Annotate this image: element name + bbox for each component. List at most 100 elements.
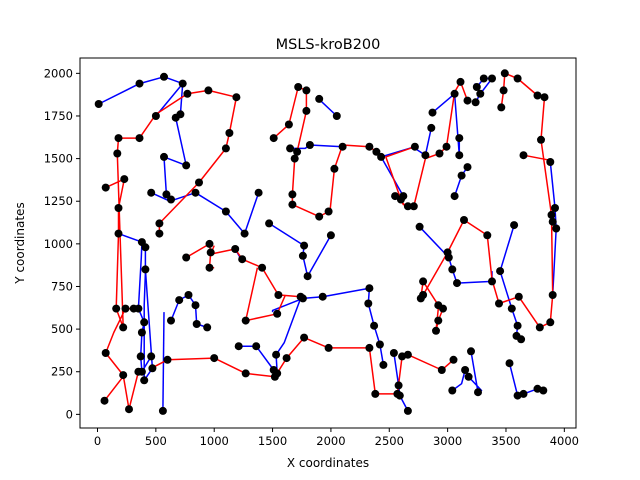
series-1-path-5 bbox=[286, 336, 454, 395]
city-point bbox=[192, 320, 201, 328]
city-point bbox=[269, 134, 278, 143]
x-tick-label: 3500 bbox=[491, 434, 520, 448]
city-point bbox=[113, 149, 122, 158]
city-point bbox=[155, 229, 164, 238]
y-tick-label: 1500 bbox=[44, 152, 73, 166]
city-point bbox=[410, 142, 419, 151]
x-tick-label: 1000 bbox=[200, 434, 229, 448]
city-point bbox=[415, 222, 424, 231]
city-point bbox=[377, 152, 386, 161]
city-point bbox=[497, 103, 506, 112]
city-point bbox=[231, 245, 240, 253]
city-point bbox=[476, 89, 485, 98]
city-point bbox=[305, 141, 314, 149]
city-point bbox=[395, 391, 404, 400]
city-point bbox=[463, 163, 472, 172]
city-point bbox=[428, 108, 437, 117]
city-point bbox=[432, 326, 440, 335]
city-point bbox=[273, 309, 282, 318]
city-point bbox=[240, 229, 249, 238]
y-tick-label: 250 bbox=[51, 365, 73, 379]
city-point bbox=[535, 323, 544, 332]
city-point bbox=[94, 100, 103, 108]
city-point bbox=[472, 83, 481, 91]
series-1-path-4 bbox=[244, 267, 287, 322]
city-point bbox=[182, 253, 191, 262]
x-tick-label: 1500 bbox=[258, 434, 287, 448]
city-point bbox=[148, 364, 157, 373]
city-point bbox=[302, 106, 311, 115]
city-point bbox=[517, 335, 526, 344]
city-point bbox=[533, 91, 542, 100]
city-point bbox=[205, 239, 214, 248]
y-tick-label: 1250 bbox=[44, 194, 73, 208]
city-point bbox=[332, 112, 341, 120]
city-point bbox=[167, 316, 175, 325]
city-point bbox=[225, 129, 234, 137]
city-point bbox=[282, 354, 291, 363]
city-point bbox=[234, 342, 243, 351]
city-point bbox=[421, 151, 430, 160]
city-point bbox=[379, 360, 388, 369]
city-point bbox=[114, 229, 123, 238]
city-point bbox=[120, 175, 129, 184]
city-point bbox=[510, 221, 519, 230]
x-tick-label: 4000 bbox=[550, 434, 579, 448]
city-point bbox=[495, 299, 503, 308]
city-point bbox=[254, 188, 263, 197]
series-1-path-8 bbox=[105, 352, 140, 410]
city-point bbox=[372, 147, 381, 156]
city-point bbox=[371, 389, 380, 398]
city-point bbox=[464, 372, 473, 381]
city-point bbox=[396, 195, 405, 204]
city-point bbox=[206, 248, 215, 257]
city-point bbox=[548, 291, 557, 299]
city-point bbox=[315, 212, 324, 221]
city-point bbox=[389, 349, 398, 357]
city-point bbox=[203, 323, 212, 332]
x-tick-label: 500 bbox=[145, 434, 167, 448]
city-point bbox=[274, 291, 283, 299]
city-point bbox=[191, 301, 200, 310]
city-point bbox=[375, 340, 384, 349]
points-layer bbox=[94, 69, 561, 415]
city-point bbox=[500, 69, 509, 78]
city-point bbox=[221, 144, 230, 153]
city-point bbox=[513, 321, 522, 330]
city-point bbox=[514, 292, 523, 301]
city-point bbox=[241, 369, 250, 378]
city-point bbox=[158, 406, 167, 415]
city-point bbox=[403, 406, 412, 415]
city-point bbox=[162, 190, 171, 199]
city-point bbox=[505, 359, 514, 368]
city-point bbox=[467, 347, 475, 356]
city-point bbox=[167, 195, 175, 204]
city-point bbox=[241, 316, 250, 325]
series-0-path-11 bbox=[275, 298, 302, 374]
x-tick-label: 2500 bbox=[375, 434, 404, 448]
city-point bbox=[324, 207, 333, 216]
city-point bbox=[121, 304, 130, 313]
city-point bbox=[125, 405, 133, 414]
city-point bbox=[365, 284, 374, 293]
city-point bbox=[450, 89, 459, 98]
city-point bbox=[318, 292, 327, 301]
series-1-path-14 bbox=[539, 214, 554, 329]
city-point bbox=[403, 350, 412, 359]
city-point bbox=[136, 352, 145, 361]
city-point bbox=[540, 93, 549, 102]
city-point bbox=[533, 384, 542, 393]
plot-area bbox=[79, 57, 577, 429]
city-point bbox=[403, 202, 412, 211]
city-point bbox=[448, 386, 457, 395]
city-point bbox=[365, 142, 374, 151]
city-point bbox=[496, 267, 505, 276]
city-point bbox=[290, 154, 299, 163]
city-point bbox=[551, 204, 559, 212]
y-tick-label: 750 bbox=[51, 279, 73, 293]
city-point bbox=[330, 164, 339, 173]
city-point bbox=[147, 188, 156, 197]
city-point bbox=[114, 204, 123, 212]
city-point bbox=[394, 381, 403, 390]
